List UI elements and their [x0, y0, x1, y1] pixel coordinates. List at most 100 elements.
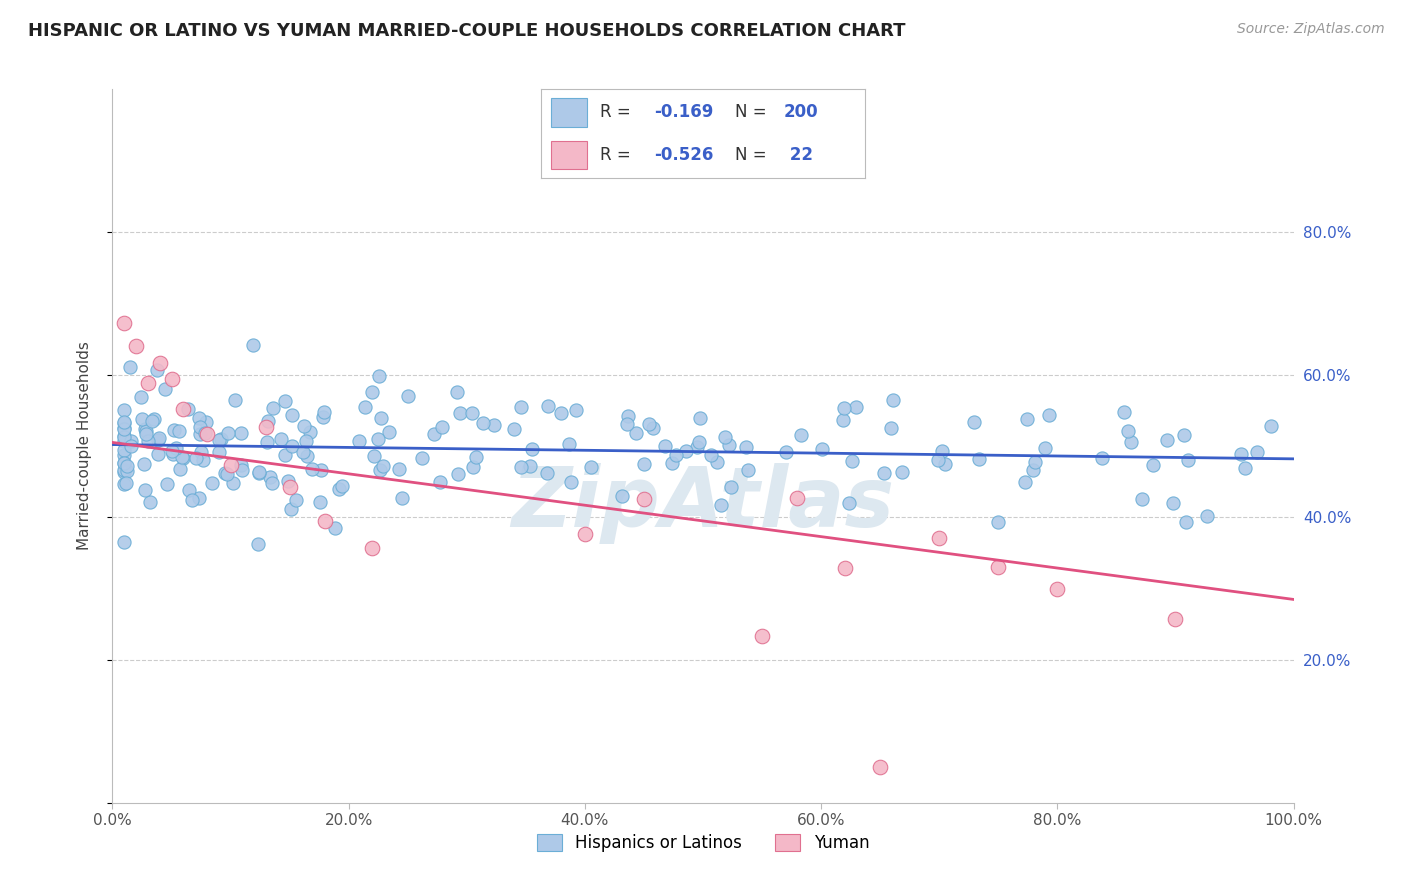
Point	[1175, 515, 1198, 529]
Point	[446, 384, 468, 399]
Point	[360, 384, 382, 399]
Point	[208, 444, 231, 458]
Point	[209, 432, 232, 446]
Point	[112, 430, 135, 444]
Point	[718, 438, 741, 452]
Point	[112, 420, 135, 434]
Point	[536, 399, 558, 413]
Point	[654, 439, 676, 453]
Y-axis label: Married-couple Households: Married-couple Households	[77, 342, 91, 550]
Point	[114, 476, 136, 491]
Point	[832, 401, 855, 415]
Point	[361, 541, 384, 556]
Point	[309, 495, 332, 509]
Point	[879, 421, 901, 435]
Point	[472, 417, 495, 431]
Point	[873, 466, 896, 480]
Point	[391, 491, 413, 505]
Point	[112, 456, 135, 470]
Point	[115, 464, 138, 478]
Point	[193, 453, 215, 467]
Point	[112, 463, 135, 477]
Point	[156, 476, 179, 491]
Point	[177, 402, 200, 417]
Point	[141, 414, 163, 428]
Point	[262, 401, 284, 415]
Point	[330, 479, 353, 493]
Text: Source: ZipAtlas.com: Source: ZipAtlas.com	[1237, 22, 1385, 37]
Point	[432, 420, 454, 434]
Point	[714, 430, 737, 444]
Point	[112, 416, 135, 430]
Legend: Hispanics or Latinos, Yuman: Hispanics or Latinos, Yuman	[530, 827, 876, 859]
Point	[292, 444, 315, 458]
Point	[112, 477, 135, 491]
Point	[869, 760, 891, 774]
Point	[1038, 409, 1060, 423]
Text: HISPANIC OR LATINO VS YUMAN MARRIED-COUPLE HOUSEHOLDS CORRELATION CHART: HISPANIC OR LATINO VS YUMAN MARRIED-COUP…	[28, 22, 905, 40]
Point	[610, 489, 633, 503]
Point	[665, 448, 688, 462]
Point	[934, 457, 956, 471]
Point	[146, 447, 169, 461]
Point	[323, 520, 346, 534]
Point	[112, 534, 135, 549]
Point	[135, 424, 157, 438]
Point	[112, 465, 135, 479]
Text: 200: 200	[785, 103, 818, 121]
Point	[256, 434, 278, 449]
Point	[134, 457, 156, 471]
Point	[616, 417, 638, 432]
Point	[461, 406, 484, 420]
Point	[987, 515, 1010, 529]
Point	[686, 440, 709, 454]
Point	[262, 475, 284, 490]
Point	[162, 444, 184, 458]
Point	[274, 394, 297, 409]
Point	[633, 491, 655, 506]
Point	[536, 466, 558, 480]
Point	[700, 448, 723, 462]
Point	[502, 422, 524, 436]
Point	[689, 410, 711, 425]
Text: 22: 22	[785, 146, 813, 164]
Point	[423, 427, 446, 442]
Point	[112, 416, 135, 430]
Point	[149, 356, 172, 370]
Point	[1046, 582, 1069, 597]
Point	[139, 495, 162, 509]
Point	[292, 419, 315, 434]
Point	[786, 491, 808, 505]
Point	[482, 418, 505, 433]
Point	[838, 496, 860, 510]
Point	[301, 462, 323, 476]
Point	[354, 400, 377, 414]
Point	[231, 463, 253, 477]
Point	[891, 465, 914, 479]
Point	[927, 453, 949, 467]
Point	[831, 413, 853, 427]
Point	[1195, 509, 1218, 524]
Point	[963, 415, 986, 429]
Point	[464, 450, 486, 465]
Point	[370, 411, 392, 425]
Point	[710, 498, 733, 512]
Point	[967, 452, 990, 467]
Point	[184, 450, 207, 465]
Point	[928, 531, 950, 545]
Point	[188, 420, 211, 434]
Point	[188, 426, 211, 441]
Point	[519, 458, 541, 473]
Point	[449, 406, 471, 420]
Point	[367, 369, 389, 384]
Point	[214, 467, 236, 481]
Point	[112, 456, 135, 470]
Point	[1156, 433, 1178, 447]
Text: N =: N =	[735, 103, 772, 121]
Point	[134, 422, 156, 436]
Point	[120, 434, 142, 448]
Point	[194, 425, 217, 440]
Point	[347, 434, 370, 449]
Point	[931, 444, 953, 458]
Point	[675, 443, 697, 458]
